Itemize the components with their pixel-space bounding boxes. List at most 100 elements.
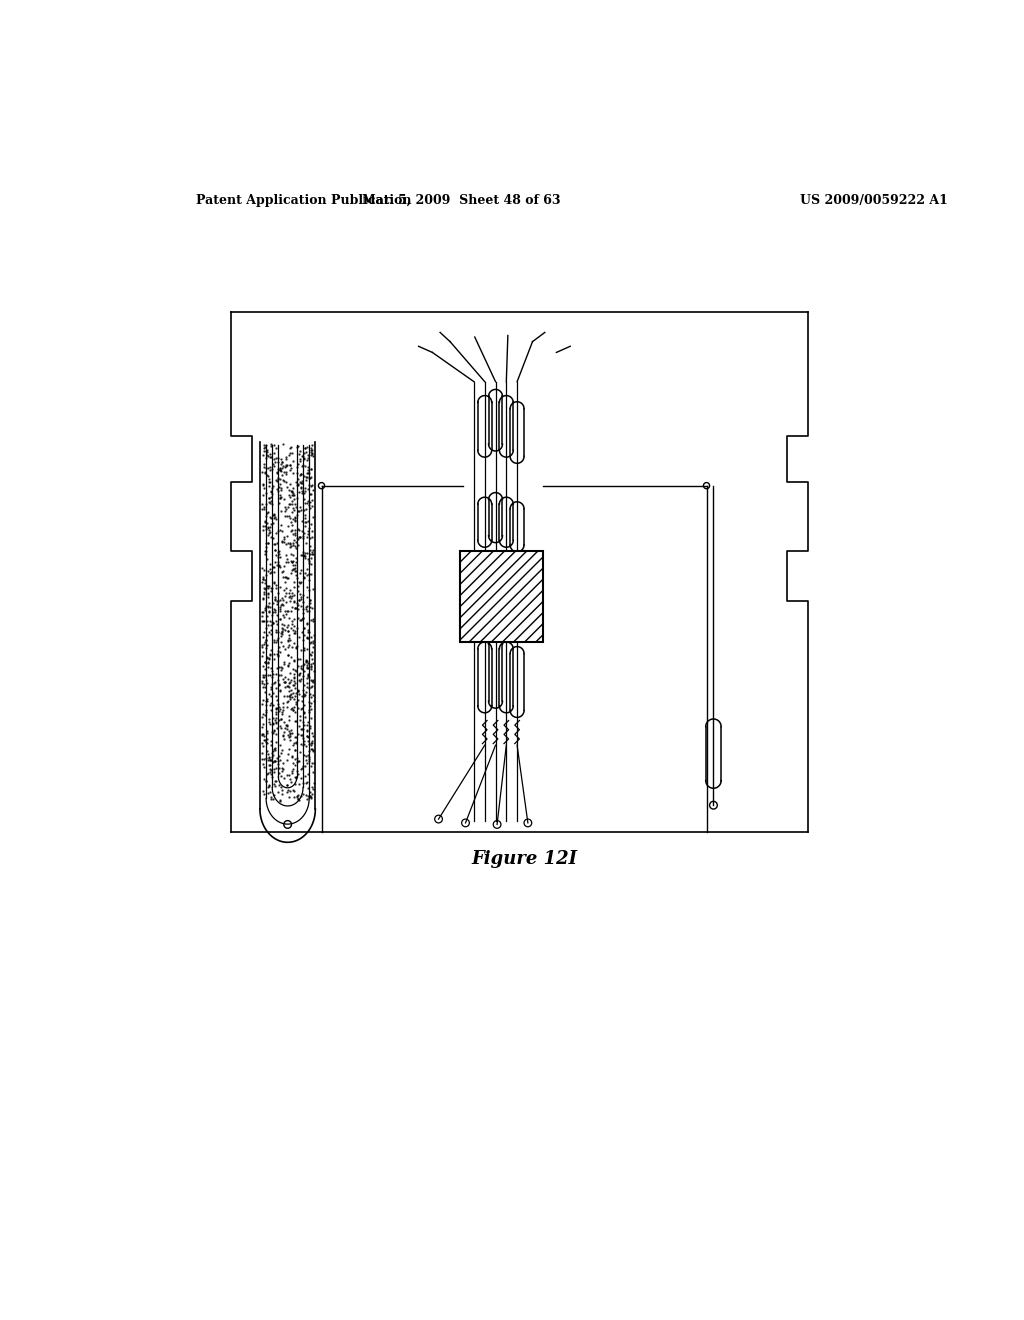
Point <box>268 718 285 739</box>
Point <box>285 636 301 657</box>
Point <box>267 677 284 698</box>
Point <box>297 470 313 491</box>
Point <box>281 644 297 665</box>
Point <box>305 685 322 706</box>
Point <box>276 566 293 587</box>
Point <box>271 458 288 479</box>
Point <box>262 748 279 770</box>
Point <box>300 747 316 768</box>
Point <box>267 776 284 797</box>
Point <box>264 593 281 614</box>
Point <box>286 700 302 721</box>
Point <box>286 545 302 566</box>
Point <box>302 544 318 565</box>
Point <box>290 681 306 702</box>
Point <box>261 520 278 541</box>
Point <box>290 581 306 602</box>
Point <box>284 722 300 743</box>
Point <box>299 586 315 607</box>
Point <box>302 498 318 519</box>
Point <box>304 733 321 754</box>
Point <box>274 566 291 587</box>
Point <box>257 652 273 673</box>
Point <box>298 750 314 771</box>
Point <box>254 462 270 483</box>
Point <box>270 669 287 690</box>
Point <box>287 561 303 582</box>
Point <box>261 684 278 705</box>
Point <box>303 483 319 504</box>
Point <box>284 491 300 512</box>
Point <box>270 665 287 686</box>
Point <box>285 532 301 553</box>
Point <box>304 738 321 759</box>
Point <box>270 675 287 696</box>
Point <box>264 722 281 743</box>
Point <box>262 553 279 574</box>
Point <box>285 484 301 506</box>
Point <box>288 471 304 492</box>
Point <box>259 764 275 785</box>
Point <box>278 454 294 475</box>
Point <box>296 499 312 520</box>
Point <box>265 533 282 554</box>
Point <box>298 652 314 673</box>
Point <box>273 515 290 536</box>
Point <box>261 746 278 767</box>
Point <box>281 652 297 673</box>
Point <box>302 733 318 754</box>
Point <box>291 774 307 795</box>
Point <box>300 511 316 532</box>
Point <box>291 715 307 737</box>
Point <box>289 710 305 731</box>
Point <box>289 747 305 768</box>
Point <box>282 663 298 684</box>
Point <box>262 787 279 808</box>
Point <box>270 774 287 795</box>
Point <box>296 566 312 587</box>
Point <box>289 760 305 781</box>
Point <box>296 684 312 705</box>
Point <box>275 652 292 673</box>
Point <box>282 768 298 789</box>
Point <box>257 694 273 715</box>
Point <box>288 548 304 569</box>
Point <box>266 561 283 582</box>
Point <box>296 511 312 532</box>
Point <box>281 672 297 693</box>
Point <box>286 558 302 579</box>
Point <box>292 671 308 692</box>
Point <box>286 577 302 598</box>
Point <box>266 630 283 651</box>
Point <box>288 598 304 619</box>
Point <box>301 734 317 755</box>
Point <box>256 583 272 605</box>
Point <box>262 730 279 751</box>
Point <box>279 718 295 739</box>
Point <box>263 482 280 503</box>
Point <box>272 664 289 685</box>
Point <box>262 781 279 803</box>
Point <box>255 714 271 735</box>
Point <box>283 630 299 651</box>
Point <box>267 771 284 792</box>
Point <box>257 659 273 680</box>
Point <box>280 725 296 746</box>
Point <box>286 488 302 510</box>
Point <box>269 747 286 768</box>
Point <box>300 664 316 685</box>
Point <box>280 636 296 657</box>
Point <box>300 785 316 807</box>
Point <box>292 768 308 789</box>
Point <box>296 544 312 565</box>
Point <box>265 612 282 634</box>
Point <box>282 442 298 463</box>
Point <box>264 722 281 743</box>
Point <box>266 739 283 760</box>
Point <box>281 744 297 766</box>
Point <box>271 597 288 618</box>
Point <box>300 622 316 643</box>
Point <box>283 511 299 532</box>
Point <box>284 698 300 719</box>
Point <box>292 447 308 469</box>
